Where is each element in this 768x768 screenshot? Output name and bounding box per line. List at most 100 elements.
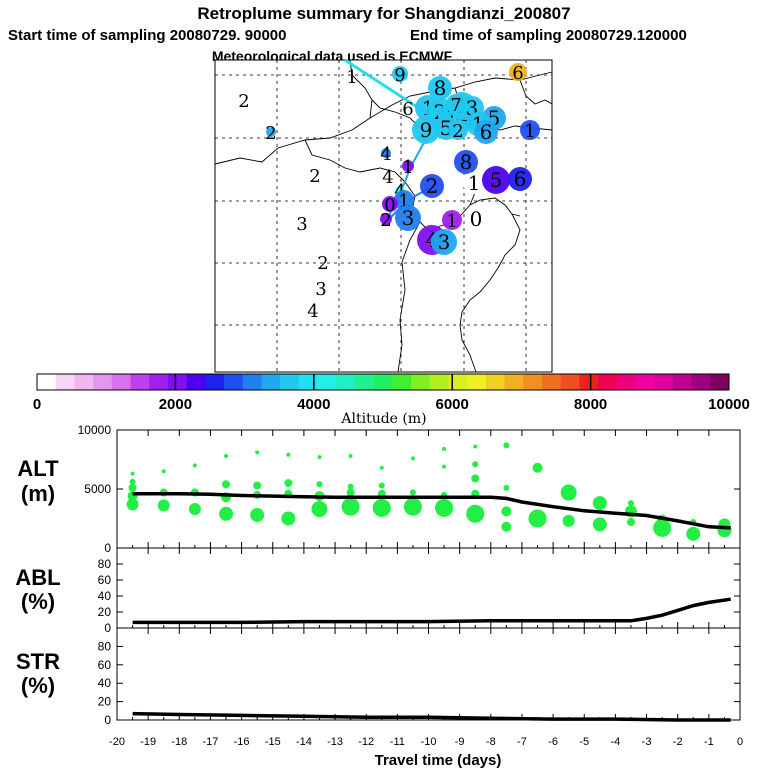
x-tick-label: -5 — [579, 736, 589, 748]
plume-dot — [509, 63, 527, 81]
alt-point — [435, 498, 454, 517]
figure-title: Retroplume summary for Shangdianzi_20080… — [197, 4, 570, 23]
alt-point — [250, 507, 265, 522]
plume-day-label: 9 — [394, 65, 405, 86]
plume-day-label: 2 — [380, 210, 391, 231]
alt-point — [403, 497, 422, 516]
colorbar-cell — [485, 374, 506, 390]
y-tick-label: 0 — [104, 621, 111, 635]
alt-point — [126, 498, 139, 511]
plume-dot — [392, 66, 408, 82]
alt-point — [348, 453, 353, 458]
colorbar-cell — [672, 374, 693, 390]
plume-day-label: 6 — [512, 63, 523, 84]
str-panel-unit: (%) — [21, 673, 55, 698]
alt-point — [347, 483, 354, 490]
colorbar-cell — [467, 374, 487, 390]
x-tick-label: -10 — [421, 736, 437, 748]
plume-day-label: 0 — [470, 207, 483, 231]
alt-point — [281, 511, 296, 526]
alt-point — [161, 469, 166, 474]
abl-line — [132, 597, 731, 625]
alt-point — [442, 464, 447, 469]
alt-point — [562, 514, 575, 527]
x-tick-label: -3 — [642, 736, 652, 748]
colorbar-cell — [635, 374, 655, 390]
alt-point — [286, 452, 291, 457]
plume-dot — [520, 120, 540, 140]
plume-dot — [508, 167, 532, 191]
plume-day-label: 4 — [382, 167, 393, 188]
plume-day-label: 8 — [434, 76, 447, 100]
colorbar-cell — [224, 374, 244, 390]
plume-dots: 1968126141735195261482221415642102331043… — [238, 63, 540, 322]
alt-point — [316, 481, 323, 488]
y-tick-label: 40 — [98, 589, 112, 603]
colorbar-cell — [354, 374, 375, 390]
plume-day-label: 8 — [460, 150, 473, 174]
plume-dot — [442, 210, 462, 230]
x-tick-label: -18 — [171, 736, 187, 748]
colorbar-cell — [74, 374, 94, 390]
y-tick-label: 40 — [98, 676, 112, 690]
plume-day-label: 2 — [317, 253, 328, 274]
y-tick-label: 60 — [98, 573, 112, 587]
colorbar-tick: 4000 — [297, 396, 330, 413]
alt-point — [219, 506, 234, 521]
alt-panel-unit: (m) — [21, 481, 55, 506]
alt-point — [341, 497, 360, 516]
colorbar-cell — [691, 374, 711, 390]
plume-dot — [380, 213, 392, 225]
y-tick-label: 5000 — [84, 482, 111, 496]
y-tick-label: 0 — [104, 713, 111, 727]
alt-point — [560, 484, 577, 501]
colorbar-cell — [149, 374, 169, 390]
plume-day-label: 1 — [402, 157, 413, 178]
alt-point — [473, 444, 478, 449]
colorbar-cell — [186, 374, 206, 390]
colorbar-cell — [523, 374, 543, 390]
colorbar-tick: 0 — [33, 396, 41, 413]
colorbar-cell — [317, 374, 337, 390]
plume-dot — [395, 205, 421, 231]
colorbar-cell — [504, 374, 524, 390]
alt-point — [627, 500, 634, 507]
colorbar-tick: 6000 — [436, 396, 469, 413]
alt-point — [501, 506, 512, 517]
alt-point — [188, 503, 201, 516]
alt-point — [378, 482, 385, 489]
x-tick-label: -16 — [234, 736, 250, 748]
plume-dot — [402, 160, 414, 172]
y-tick-label: 20 — [98, 695, 112, 709]
x-tick-label: -14 — [296, 736, 312, 748]
alt-point — [284, 479, 293, 488]
panel-frame — [116, 627, 741, 721]
plume-dot — [482, 166, 510, 194]
colorbar-cell — [336, 374, 356, 390]
plume-day-label: 3 — [296, 214, 307, 235]
plume-day-label: 5 — [490, 168, 503, 192]
colorbar-cell — [37, 374, 57, 390]
alt-point — [442, 446, 447, 451]
plume-day-label: 7 — [450, 95, 461, 116]
str-line — [132, 711, 731, 722]
plume-dot — [266, 127, 276, 137]
colorbar-cell — [541, 374, 562, 390]
alt-point — [128, 483, 137, 492]
plume-day-label: 6 — [402, 99, 413, 120]
panel-frame — [116, 547, 741, 629]
colorbar-cell — [710, 374, 730, 390]
x-tick-label: 0 — [737, 736, 743, 748]
plume-dot — [382, 196, 398, 212]
plume-dot — [394, 190, 414, 210]
colorbar-cell — [261, 374, 281, 390]
colorbar-cell — [598, 374, 618, 390]
plume-day-label: 6 — [480, 120, 493, 144]
start-time-text: Start time of sampling 20080729. 90000 — [8, 27, 286, 44]
plume-day-label: 4 — [380, 144, 391, 165]
alt-point — [472, 461, 479, 468]
plume-day-label: 2 — [452, 121, 463, 142]
x-tick-label: -12 — [358, 736, 374, 748]
x-tick-label: -7 — [517, 736, 527, 748]
x-tick-label: -15 — [265, 736, 281, 748]
